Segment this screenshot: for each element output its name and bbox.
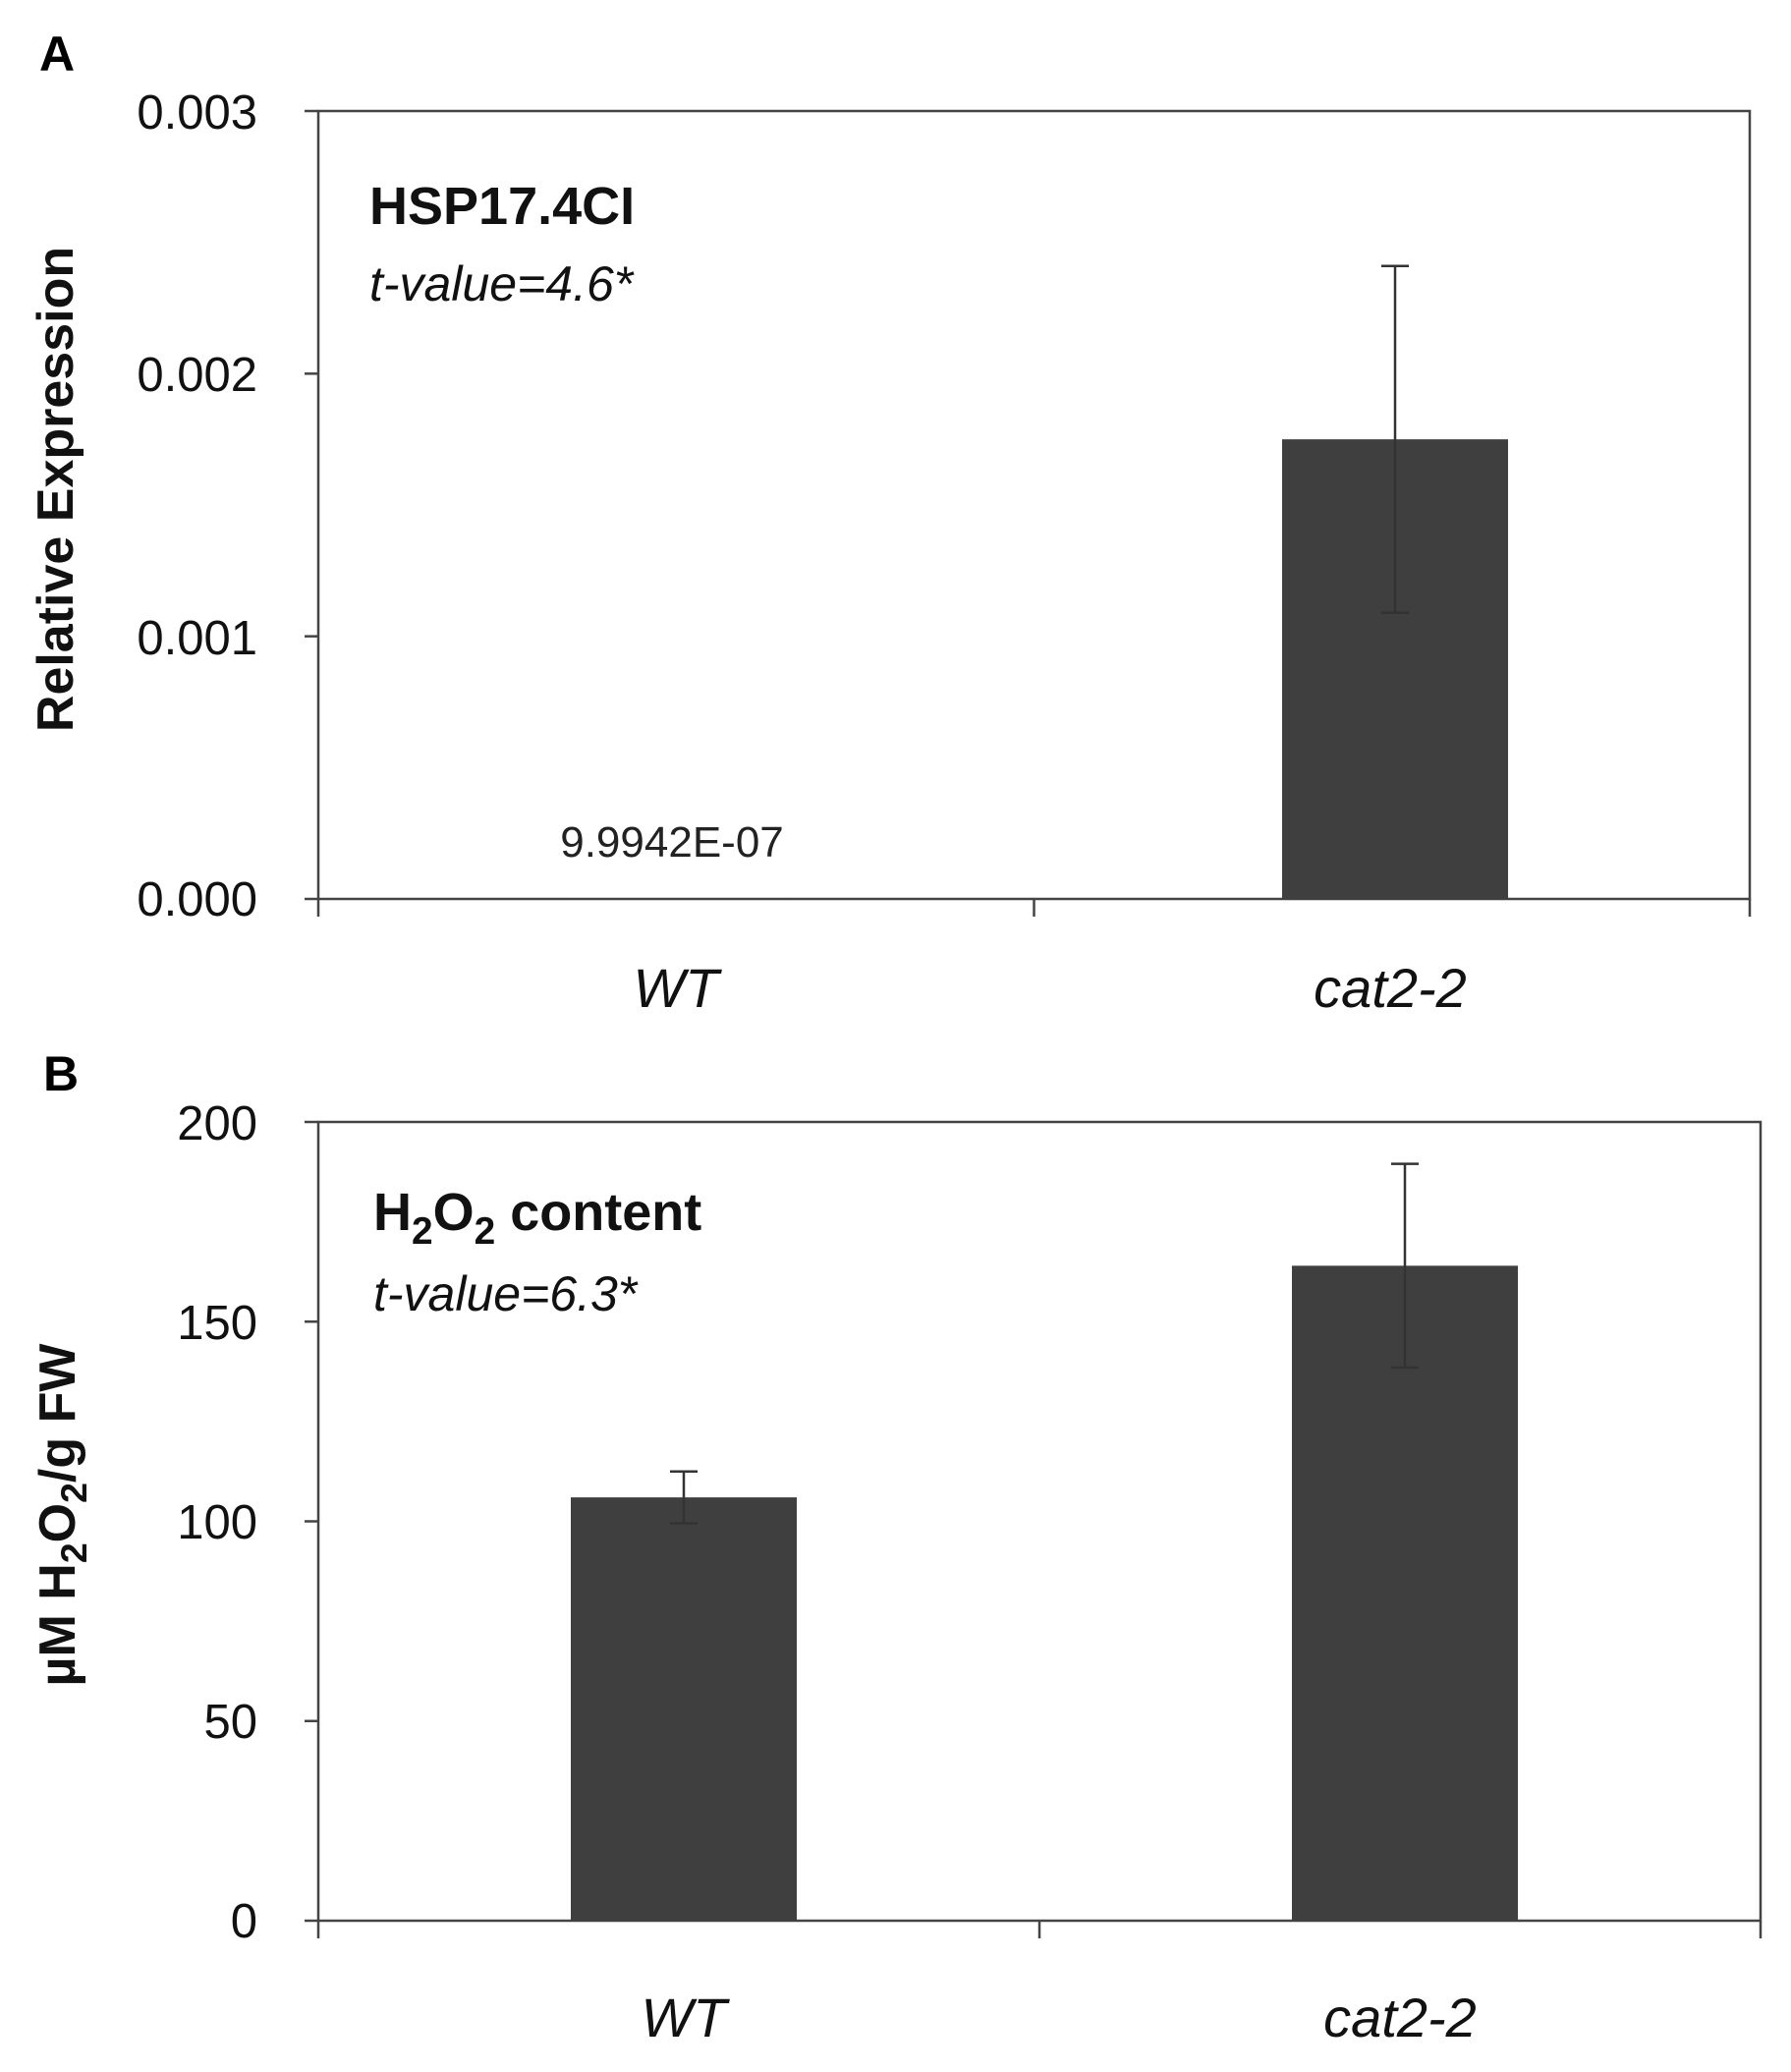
- panel-a-letter: A: [39, 27, 75, 82]
- panel-b-ytick-label: 150: [177, 1297, 257, 1350]
- panel-b-xtick-wt: WT: [641, 1987, 730, 2048]
- panel-a-ytick-label: 0.003: [137, 86, 257, 140]
- panel-b-y-axis-label: µM H2O2/g FW: [29, 1343, 94, 1687]
- panel-a-error-bar-cat2-2: [1381, 264, 1409, 614]
- panel-b-t-value: t-value=6.3*: [373, 1266, 639, 1321]
- panel-b-ytick-label: 200: [177, 1097, 257, 1150]
- panel-a-y-axis-label: Relative Expression: [28, 247, 84, 732]
- panel-a-ytick-label: 0.002: [137, 349, 257, 402]
- panel-b-title: H2O2 content: [373, 1183, 701, 1253]
- panel-a-t-value: t-value=4.6*: [369, 256, 635, 311]
- panel-b-ytick-label: 100: [177, 1496, 257, 1549]
- panel-b: B µM H2O2/g FW 200 150 100 50 0 H2O2 con…: [29, 1046, 1763, 2048]
- panel-a: A Relative Expression 0.003 0.002 0.001 …: [28, 27, 1752, 1019]
- panel-a-xtick-wt: WT: [633, 957, 722, 1019]
- panel-b-bar-wt: [571, 1497, 797, 1921]
- panel-a-wt-data-label: 9.9942E-07: [560, 818, 784, 867]
- panel-b-y-ticks: 200 150 100 50 0: [177, 1097, 257, 1948]
- panel-b-bar-cat2-2: [1292, 1265, 1518, 1921]
- panel-a-y-ticks: 0.003 0.002 0.001 0.000: [137, 86, 257, 926]
- panel-b-error-bar-wt: [670, 1470, 698, 1525]
- panel-b-error-bar-cat2-2: [1391, 1162, 1419, 1370]
- panel-b-ytick-label: 0: [231, 1895, 257, 1948]
- panel-a-ytick-label: 0.001: [137, 612, 257, 665]
- panel-b-letter: B: [43, 1046, 79, 1101]
- panel-a-xtick-cat2-2: cat2-2: [1314, 957, 1467, 1019]
- panel-b-bars: [305, 1120, 1763, 1938]
- panel-a-gene-name: HSP17.4CI: [369, 177, 635, 236]
- panel-a-bars: [305, 109, 1752, 917]
- panel-b-xtick-cat2-2: cat2-2: [1323, 1987, 1477, 2048]
- panel-b-ytick-label: 50: [203, 1696, 257, 1749]
- panel-a-ytick-label: 0.000: [137, 873, 257, 926]
